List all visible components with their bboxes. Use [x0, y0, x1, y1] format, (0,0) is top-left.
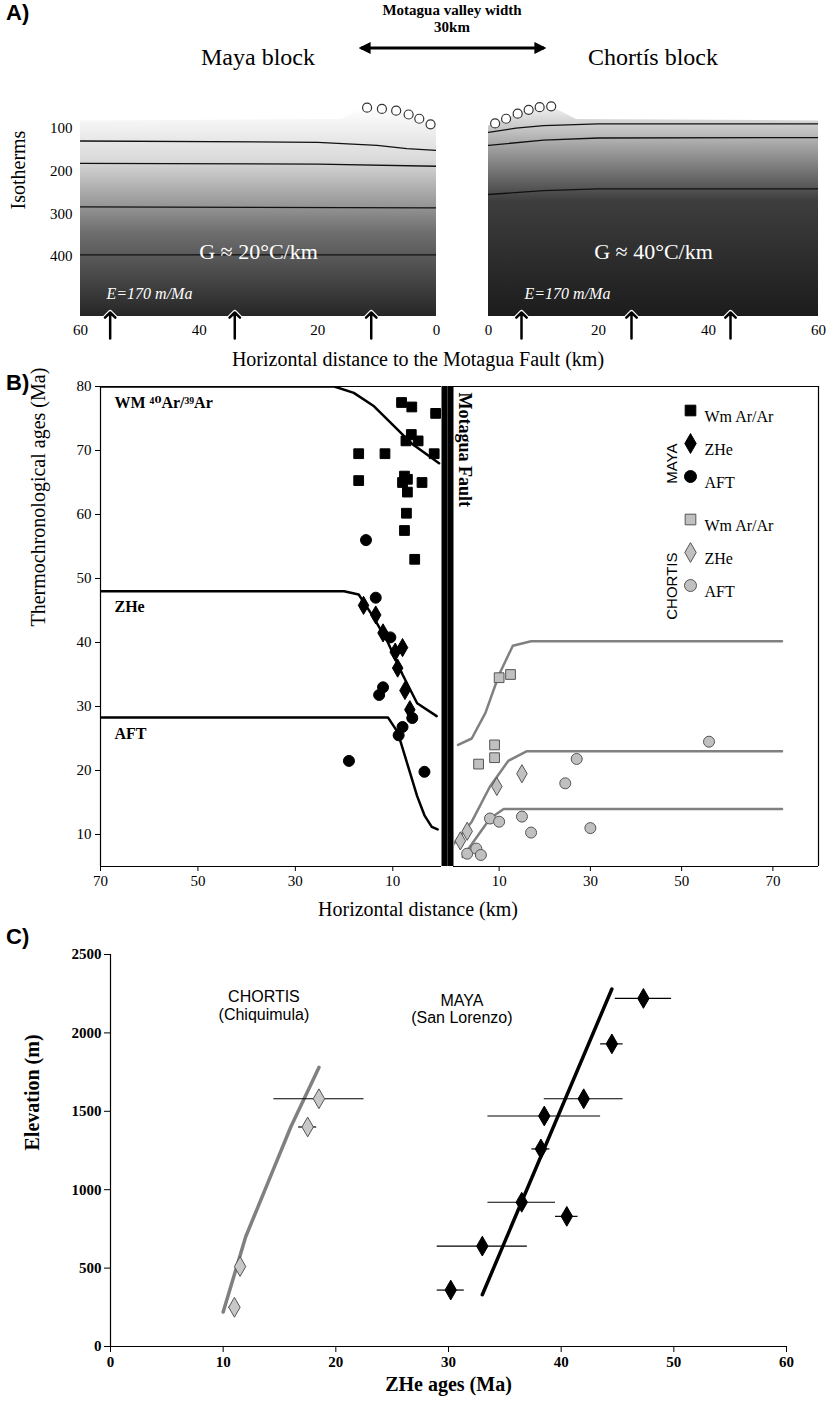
- svg-text:500: 500: [79, 1260, 102, 1276]
- svg-text:10: 10: [492, 873, 507, 889]
- svg-text:80: 80: [77, 378, 92, 394]
- svg-text:Motagua Fault: Motagua Fault: [455, 393, 475, 508]
- svg-text:10: 10: [216, 1354, 231, 1370]
- svg-text:2500: 2500: [72, 946, 102, 962]
- svg-text:Isotherms: Isotherms: [7, 130, 29, 209]
- svg-text:30: 30: [288, 873, 303, 889]
- svg-text:E=170 m/Ma: E=170 m/Ma: [106, 285, 193, 302]
- svg-text:300: 300: [50, 206, 73, 222]
- svg-text:1500: 1500: [72, 1103, 102, 1119]
- svg-text:70: 70: [93, 873, 108, 889]
- svg-text:10: 10: [77, 826, 92, 842]
- svg-text:E=170 m/Ma: E=170 m/Ma: [524, 285, 611, 302]
- svg-text:1000: 1000: [72, 1182, 102, 1198]
- svg-text:AFT: AFT: [115, 725, 147, 742]
- svg-text:ZHe ages (Ma): ZHe ages (Ma): [385, 1373, 512, 1396]
- svg-text:ZHe: ZHe: [115, 598, 145, 615]
- svg-text:30: 30: [77, 698, 92, 714]
- svg-text:Wm Ar/Ar: Wm Ar/Ar: [705, 517, 775, 534]
- svg-text:0: 0: [107, 1354, 115, 1370]
- svg-text:60: 60: [811, 322, 826, 338]
- svg-text:50: 50: [666, 1354, 681, 1370]
- svg-text:50: 50: [674, 873, 689, 889]
- svg-text:0: 0: [433, 322, 441, 338]
- svg-text:100: 100: [50, 120, 73, 136]
- svg-text:0: 0: [94, 1338, 102, 1354]
- svg-text:40: 40: [192, 322, 207, 338]
- html-text:Motagua valley width 30km: Motagua valley width 30km: [382, 2, 522, 35]
- html-text:Chortís block: Chortís block: [588, 44, 718, 70]
- svg-text:CHORTIS(Chiquimula): CHORTIS(Chiquimula): [219, 988, 310, 1023]
- html-text:Horizontal distance (km): Horizontal distance (km): [318, 898, 518, 920]
- svg-text:MAYA(San Lorenzo): MAYA(San Lorenzo): [411, 992, 512, 1027]
- svg-text:20: 20: [328, 1354, 343, 1370]
- html-text:C): C): [6, 924, 30, 949]
- svg-text:ZHe: ZHe: [705, 441, 733, 458]
- svg-text:40: 40: [77, 634, 92, 650]
- svg-text:70: 70: [77, 442, 92, 458]
- svg-text:Thermochronological ages (Ma): Thermochronological ages (Ma): [27, 368, 50, 627]
- svg-text:60: 60: [779, 1354, 794, 1370]
- svg-text:Elevation (m): Elevation (m): [21, 1034, 44, 1150]
- svg-text:2000: 2000: [72, 1025, 102, 1041]
- svg-text:G ≈ 40°C/km: G ≈ 40°C/km: [594, 239, 713, 264]
- html-text:B): B): [6, 370, 30, 395]
- html-text:A): A): [6, 0, 30, 25]
- svg-text:40: 40: [701, 322, 716, 338]
- svg-text:AFT: AFT: [705, 474, 735, 491]
- svg-text:200: 200: [50, 163, 73, 179]
- svg-text:20: 20: [77, 762, 92, 778]
- svg-text:70: 70: [765, 873, 780, 889]
- svg-text:Wm Ar/Ar: Wm Ar/Ar: [705, 408, 775, 425]
- svg-text:WM ⁴⁰Ar/³⁹Ar: WM ⁴⁰Ar/³⁹Ar: [115, 394, 213, 411]
- svg-text:ZHe: ZHe: [705, 550, 733, 567]
- html-text:Horizontal distance to the Mot: Horizontal distance to the Motagua Fault…: [231, 348, 605, 370]
- svg-text:20: 20: [591, 322, 606, 338]
- svg-text:50: 50: [77, 570, 92, 586]
- svg-text:G ≈ 20°C/km: G ≈ 20°C/km: [199, 239, 318, 264]
- svg-text:50: 50: [190, 873, 205, 889]
- svg-text:60: 60: [77, 506, 92, 522]
- svg-text:20: 20: [310, 322, 325, 338]
- svg-text:MAYA: MAYA: [663, 444, 680, 484]
- svg-text:AFT: AFT: [705, 583, 735, 600]
- svg-text:40: 40: [554, 1354, 569, 1370]
- svg-text:400: 400: [50, 248, 73, 264]
- svg-text:30: 30: [583, 873, 598, 889]
- svg-text:10: 10: [385, 873, 400, 889]
- html-text:Maya block: Maya block: [201, 44, 315, 70]
- svg-text:60: 60: [73, 322, 88, 338]
- svg-text:CHORTIS: CHORTIS: [663, 553, 680, 620]
- svg-text:0: 0: [485, 322, 493, 338]
- svg-text:30: 30: [441, 1354, 456, 1370]
